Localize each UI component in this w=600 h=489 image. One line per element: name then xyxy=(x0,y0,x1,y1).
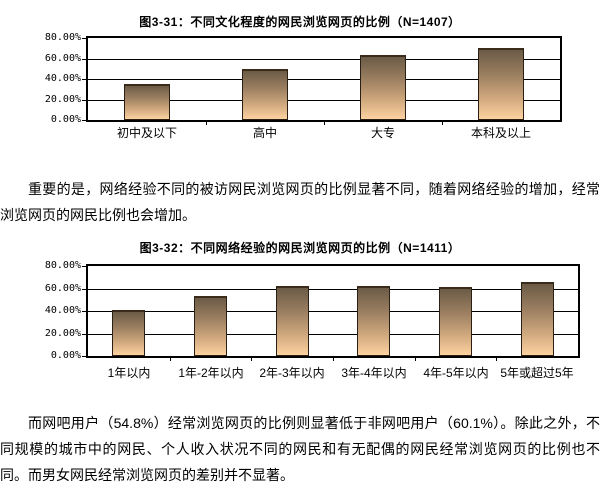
chart-1-bar-初中及以下 xyxy=(124,84,170,120)
chart-2-plot-area xyxy=(86,264,580,358)
chart-1-ytick-mark xyxy=(82,120,86,121)
chart-1-plot-area xyxy=(86,36,562,122)
chart-1-bar-本科及以上 xyxy=(478,48,524,120)
chart-2-ytick-label: 60.00% xyxy=(44,283,81,294)
chart-1-xtick-mark xyxy=(206,121,207,125)
chart-1-ytick-label: 20.00% xyxy=(44,94,81,105)
chart-2-bar-3年-4年以内 xyxy=(357,286,390,356)
chart-2-xtick-mark xyxy=(496,357,497,361)
chart-2-xlabel-1年以内: 1年以内 xyxy=(107,366,151,380)
chart-1-ytick-label: 0.00% xyxy=(50,114,81,125)
chart-2-ytick-label: 0.00% xyxy=(50,350,81,361)
chart-1-gridline xyxy=(88,79,560,80)
chart-1-xlabel-初中及以下: 初中及以下 xyxy=(116,126,177,140)
chart-1-ytick-mark xyxy=(82,59,86,60)
chart-2-ytick-label: 20.00% xyxy=(44,328,81,339)
chart-2-xlabel-2年-3年以内: 2年-3年以内 xyxy=(259,366,325,380)
chart-2-bar-2年-3年以内 xyxy=(276,286,309,356)
chart-1-bar-高中 xyxy=(242,69,288,120)
chart-2-title: 图3-32：不同网络经验的网民浏览网页的比例（N=1411） xyxy=(139,241,461,255)
chart-2-ytick-label: 80.00% xyxy=(44,260,81,271)
chart-2-bar-1年以内 xyxy=(112,310,145,356)
chart-1-ytick-label: 60.00% xyxy=(44,53,81,64)
chart-2-xtick-mark xyxy=(333,357,334,361)
chart-1-gridline xyxy=(88,100,560,101)
chart-1-ytick-label: 40.00% xyxy=(44,73,81,84)
chart-2-xtick-mark xyxy=(251,357,252,361)
chart-1-ytick-mark xyxy=(82,38,86,39)
chart-1-title: 图3-31：不同文化程度的网民浏览网页的比例（N=1407） xyxy=(139,15,461,29)
chart-2-gridline xyxy=(88,311,578,312)
chart-2-ytick-mark xyxy=(82,356,86,357)
chart-1-ytick-mark xyxy=(82,100,86,101)
chart-2-ytick-mark xyxy=(82,266,86,267)
chart-2-ytick-mark xyxy=(82,289,86,290)
chart-2-bar-4年-5年以内 xyxy=(439,287,472,356)
chart-1-xlabel-本科及以上: 本科及以上 xyxy=(470,126,531,140)
chart-1-xlabel-大专: 大专 xyxy=(370,126,395,140)
chart-1-xlabel-高中: 高中 xyxy=(252,126,277,140)
chart-2-xlabel-5年或超过5年: 5年或超过5年 xyxy=(500,366,574,380)
chart-1-xtick-mark xyxy=(442,121,443,125)
chart-1-bar-大专 xyxy=(360,55,406,120)
chart-2-ytick-label: 40.00% xyxy=(44,305,81,316)
chart-2-ytick-mark xyxy=(82,334,86,335)
chart-2-xlabel-1年-2年以内: 1年-2年以内 xyxy=(178,366,244,380)
chart-2-gridline xyxy=(88,289,578,290)
chart-2-xlabel-3年-4年以内: 3年-4年以内 xyxy=(341,366,407,380)
chart-2-xtick-mark xyxy=(170,357,171,361)
chart-2-xtick-mark xyxy=(415,357,416,361)
paragraph-between-charts: 重要的是，网络经验不同的被访网民浏览网页的比例显著不同，随着网络经验的增加，经常… xyxy=(0,181,600,223)
chart-2-ytick-mark xyxy=(82,311,86,312)
chart-2-xlabel-4年-5年以内: 4年-5年以内 xyxy=(423,366,489,380)
paragraph-bottom: 而网吧用户（54.8%）经常浏览网页的比例则显著低于非网吧用户（60.1%）。除… xyxy=(0,415,600,483)
chart-1-ytick-mark xyxy=(82,79,86,80)
chart-1-gridline xyxy=(88,59,560,60)
chart-1-xtick-mark xyxy=(324,121,325,125)
chart-1-ytick-label: 80.00% xyxy=(44,32,81,43)
chart-2-bar-1年-2年以内 xyxy=(194,296,227,356)
chart-2-gridline xyxy=(88,334,578,335)
chart-2-bar-5年或超过5年 xyxy=(521,282,554,356)
